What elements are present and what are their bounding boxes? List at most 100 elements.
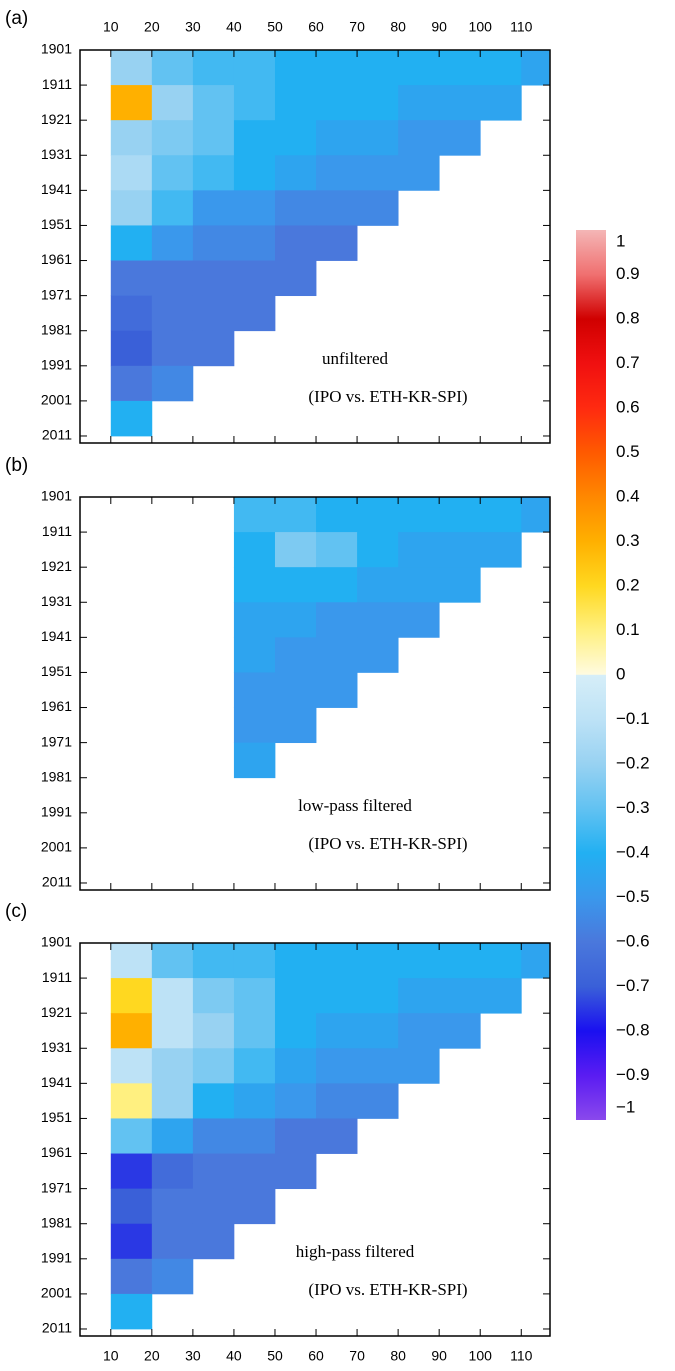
heatmap-cell	[398, 978, 440, 1014]
heatmap-cell	[398, 1013, 440, 1049]
heatmap-cell	[110, 1048, 153, 1084]
heatmap-cell	[316, 637, 358, 673]
heatmap-cell	[398, 50, 440, 86]
heatmap-cell	[233, 85, 276, 121]
heatmap-cell	[316, 1118, 358, 1154]
heatmap-cell	[398, 567, 440, 603]
heatmap-cell	[233, 1013, 276, 1049]
y-tick-label: 1941	[41, 1074, 72, 1090]
heatmap-cell	[274, 155, 317, 191]
panel-label: (b)	[5, 455, 28, 476]
heatmap-cell	[357, 120, 399, 156]
heatmap-cell	[151, 225, 194, 261]
heatmap-cell	[192, 1013, 235, 1049]
y-tick-label: 1921	[41, 111, 72, 127]
heatmap-cell	[398, 532, 440, 568]
x-tick-label: 70	[349, 1348, 365, 1364]
heatmap-cell	[274, 532, 317, 568]
x-tick-label: 40	[226, 19, 242, 35]
plot-frame	[79, 496, 551, 891]
heatmap-cell	[192, 1048, 235, 1084]
heatmap-cell	[357, 155, 399, 191]
x-tick-label: 110	[510, 19, 533, 35]
heatmap-cell	[480, 943, 522, 979]
heatmap-cell	[316, 532, 358, 568]
heatmap-cell	[274, 260, 317, 297]
heatmap-cell	[151, 120, 194, 156]
heatmap-cell	[274, 707, 317, 744]
heatmap-cell	[233, 225, 276, 261]
heatmap-cell	[316, 978, 358, 1014]
y-tick-label: 1911	[42, 523, 72, 539]
heatmap	[110, 943, 550, 1330]
heatmap-cell	[192, 978, 235, 1014]
heatmap-cell	[233, 1118, 276, 1154]
heatmap-cell	[233, 532, 276, 568]
heatmap-cell	[110, 260, 153, 297]
y-tick-label: 1951	[41, 1109, 72, 1125]
colorbar-tick-label: −0.8	[616, 1020, 650, 1039]
x-tick-label: 70	[349, 19, 365, 35]
y-tick-label: 1901	[41, 488, 72, 504]
colorbar-tick-label: 0.4	[616, 486, 640, 505]
heatmap-cell	[316, 225, 358, 261]
heatmap-cell	[192, 50, 235, 86]
heatmap-cell	[316, 602, 358, 638]
heatmap-cell	[192, 1153, 235, 1190]
heatmap-cell	[357, 497, 399, 533]
colorbar-tick-label: −0.4	[616, 842, 650, 861]
x-tick-label: 10	[103, 1348, 119, 1364]
y-tick-label: 1911	[42, 969, 72, 985]
colorbar-tick-label: 0.2	[616, 575, 640, 594]
heatmap-cell	[192, 295, 235, 332]
heatmap-cell	[110, 365, 153, 402]
heatmap-cell	[316, 120, 358, 156]
colorbar-tick-label: −0.1	[616, 709, 650, 728]
x-tick-label: 30	[185, 19, 201, 35]
heatmap-cell	[192, 120, 235, 156]
y-tick-label: 1931	[41, 146, 72, 162]
heatmap-cell	[274, 120, 317, 156]
heatmap-cell	[521, 50, 550, 86]
heatmap-cell	[192, 225, 235, 261]
heatmap-cell	[480, 85, 522, 121]
y-tick-label: 1991	[41, 357, 72, 373]
heatmap-cell	[480, 978, 522, 1014]
heatmap-cell	[151, 330, 194, 367]
heatmap-cell	[274, 190, 317, 226]
heatmap-cell	[151, 1118, 194, 1154]
heatmap-cell	[192, 85, 235, 121]
heatmap-cell	[233, 1153, 276, 1190]
y-tick-label: 1981	[41, 768, 72, 784]
heatmap-cell	[439, 532, 481, 568]
annotation: unfiltered	[322, 349, 389, 368]
heatmap-cell	[151, 978, 194, 1014]
heatmap-cell	[316, 190, 358, 226]
heatmap-cell	[110, 155, 153, 191]
heatmap-cell	[274, 1118, 317, 1154]
heatmap-cell	[357, 50, 399, 86]
panel-label: (a)	[5, 8, 28, 29]
annotation: (IPO vs. ETH-KR-SPI)	[308, 1280, 467, 1299]
x-tick-label: 50	[267, 1348, 283, 1364]
heatmap-cell	[110, 400, 153, 437]
heatmap-cell	[110, 1188, 153, 1225]
heatmap-cell	[398, 155, 440, 191]
heatmap-cell	[233, 602, 276, 638]
x-tick-label: 80	[390, 19, 406, 35]
heatmap-cell	[357, 943, 399, 979]
heatmap-cell	[274, 1083, 317, 1119]
heatmap-cell	[192, 155, 235, 191]
heatmap-cell	[274, 1048, 317, 1084]
heatmap-cell	[192, 1083, 235, 1119]
y-tick-label: 1921	[41, 1004, 72, 1020]
heatmap-cell	[233, 190, 276, 226]
y-tick-label: 1951	[41, 663, 72, 679]
heatmap-cell	[439, 943, 481, 979]
x-tick-label: 60	[308, 1348, 324, 1364]
heatmap-cell	[192, 1118, 235, 1154]
heatmap-cell	[110, 225, 153, 261]
colorbar-tick-label: −0.9	[616, 1065, 650, 1084]
heatmap-cell	[274, 943, 317, 979]
heatmap-cell	[233, 742, 276, 779]
